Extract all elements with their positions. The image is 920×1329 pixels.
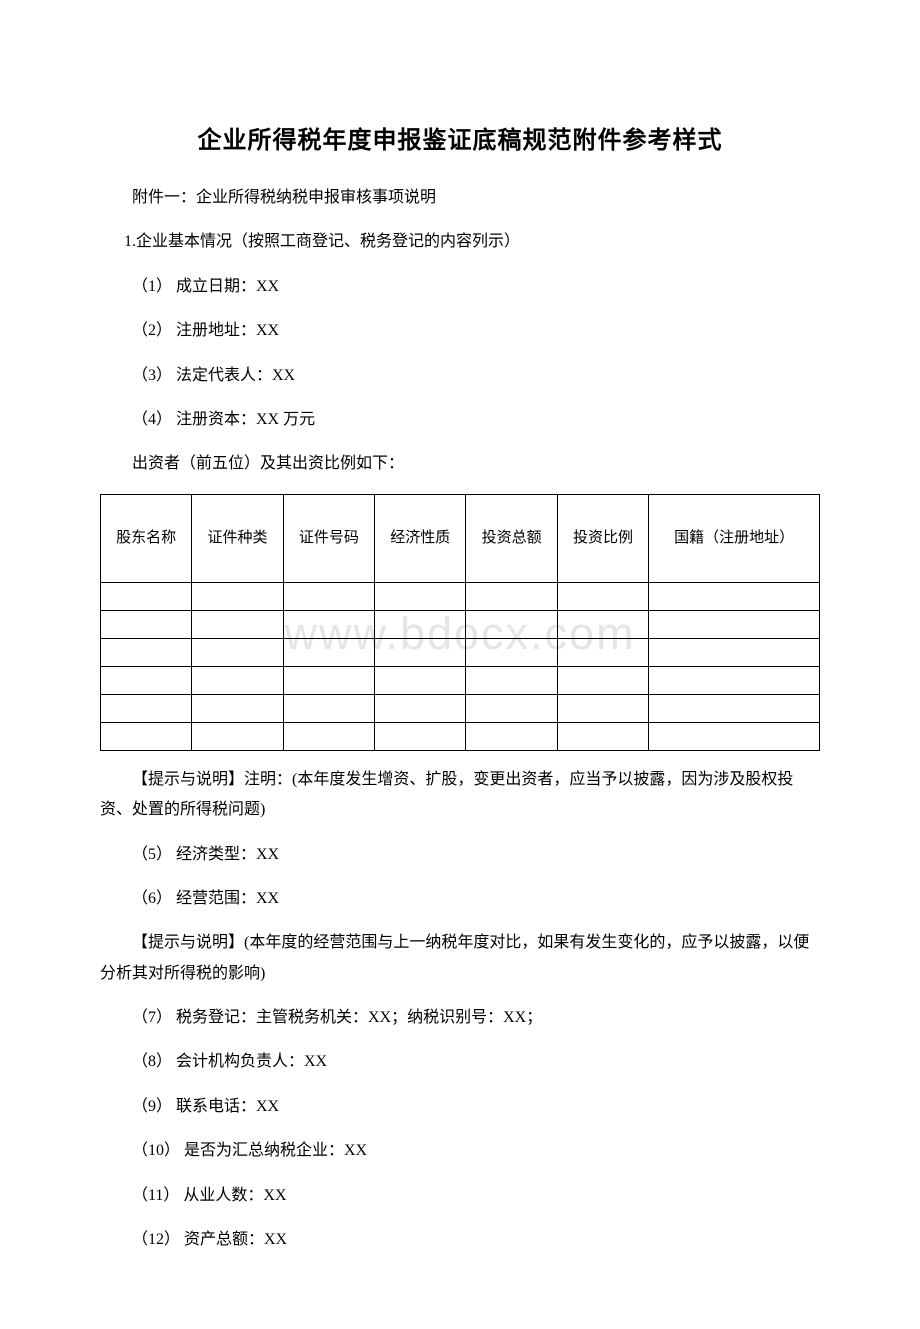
table-row: [101, 582, 820, 610]
table-cell: [283, 694, 374, 722]
table-cell: [192, 722, 283, 750]
document-title: 企业所得税年度申报鉴证底稿规范附件参考样式: [100, 120, 820, 155]
investor-intro: 出资者（前五位）及其出资比例如下：: [100, 449, 820, 479]
table-cell: [466, 694, 557, 722]
table-cell: [375, 694, 466, 722]
table-row: [101, 638, 820, 666]
table-cell: [557, 582, 648, 610]
table-cell: [466, 722, 557, 750]
table-cell: [283, 666, 374, 694]
table-row: [101, 666, 820, 694]
item-12: （12） 资产总额：XX: [100, 1225, 820, 1255]
table-cell: [557, 694, 648, 722]
table-cell: [375, 666, 466, 694]
table-cell: [375, 610, 466, 638]
table-cell: [649, 582, 820, 610]
col-header-economic-nature: 经济性质: [375, 494, 466, 582]
note-2: 【提示与说明】(本年度的经营范围与上一纳税年度对比，如果有发生变化的，应予以披露…: [100, 928, 820, 989]
table-row: [101, 610, 820, 638]
attachment-heading: 附件一：企业所得税纳税申报审核事项说明: [100, 183, 820, 213]
item-11: （11） 从业人数：XX: [100, 1181, 820, 1211]
investor-table: 股东名称 证件种类 证件号码 经济性质 投资总额 投资比例 国籍（注册地址）: [100, 494, 820, 751]
table-cell: [192, 638, 283, 666]
table-cell: [283, 582, 374, 610]
item-10: （10） 是否为汇总纳税企业：XX: [100, 1136, 820, 1166]
col-header-shareholder: 股东名称: [101, 494, 192, 582]
table-cell: [375, 722, 466, 750]
table-cell: [283, 722, 374, 750]
item-5: （5） 经济类型：XX: [100, 840, 820, 870]
item-2: （2） 注册地址：XX: [100, 316, 820, 346]
table-cell: [557, 722, 648, 750]
table-cell: [375, 638, 466, 666]
table-cell: [101, 638, 192, 666]
table-cell: [557, 666, 648, 694]
col-header-cert-type: 证件种类: [192, 494, 283, 582]
table-cell: [101, 722, 192, 750]
table-cell: [101, 582, 192, 610]
table-cell: [192, 610, 283, 638]
table-cell: [649, 610, 820, 638]
table-cell: [466, 666, 557, 694]
table-cell: [466, 582, 557, 610]
table-cell: [649, 638, 820, 666]
col-header-invest-ratio: 投资比例: [557, 494, 648, 582]
item-6: （6） 经营范围：XX: [100, 884, 820, 914]
table-header-row: 股东名称 证件种类 证件号码 经济性质 投资总额 投资比例 国籍（注册地址）: [101, 494, 820, 582]
table-row: [101, 722, 820, 750]
table-cell: [101, 610, 192, 638]
item-4: （4） 注册资本：XX 万元: [100, 405, 820, 435]
table-cell: [557, 638, 648, 666]
item-7: （7） 税务登记：主管税务机关：XX；纳税识别号：XX；: [100, 1003, 820, 1033]
table-cell: [192, 666, 283, 694]
note-1: 【提示与说明】注明：(本年度发生增资、扩股，变更出资者，应当予以披露，因为涉及股…: [100, 765, 820, 826]
document-content: 企业所得税年度申报鉴证底稿规范附件参考样式 附件一：企业所得税纳税申报审核事项说…: [100, 120, 820, 1255]
col-header-invest-total: 投资总额: [466, 494, 557, 582]
item-9: （9） 联系电话：XX: [100, 1092, 820, 1122]
table-cell: [283, 610, 374, 638]
table-row: [101, 694, 820, 722]
table-cell: [649, 722, 820, 750]
col-header-nationality: 国籍（注册地址）: [649, 494, 820, 582]
table-cell: [375, 582, 466, 610]
table-cell: [649, 666, 820, 694]
table-cell: [101, 694, 192, 722]
table-cell: [192, 582, 283, 610]
table-cell: [466, 610, 557, 638]
table-cell: [283, 638, 374, 666]
item-1: （1） 成立日期：XX: [100, 272, 820, 302]
item-3: （3） 法定代表人：XX: [100, 361, 820, 391]
table-cell: [192, 694, 283, 722]
section1-heading: 1.企业基本情况（按照工商登记、税务登记的内容列示）: [100, 227, 820, 257]
table-cell: [101, 666, 192, 694]
col-header-cert-number: 证件号码: [283, 494, 374, 582]
item-8: （8） 会计机构负责人：XX: [100, 1047, 820, 1077]
table-cell: [466, 638, 557, 666]
table-cell: [649, 694, 820, 722]
table-cell: [557, 610, 648, 638]
